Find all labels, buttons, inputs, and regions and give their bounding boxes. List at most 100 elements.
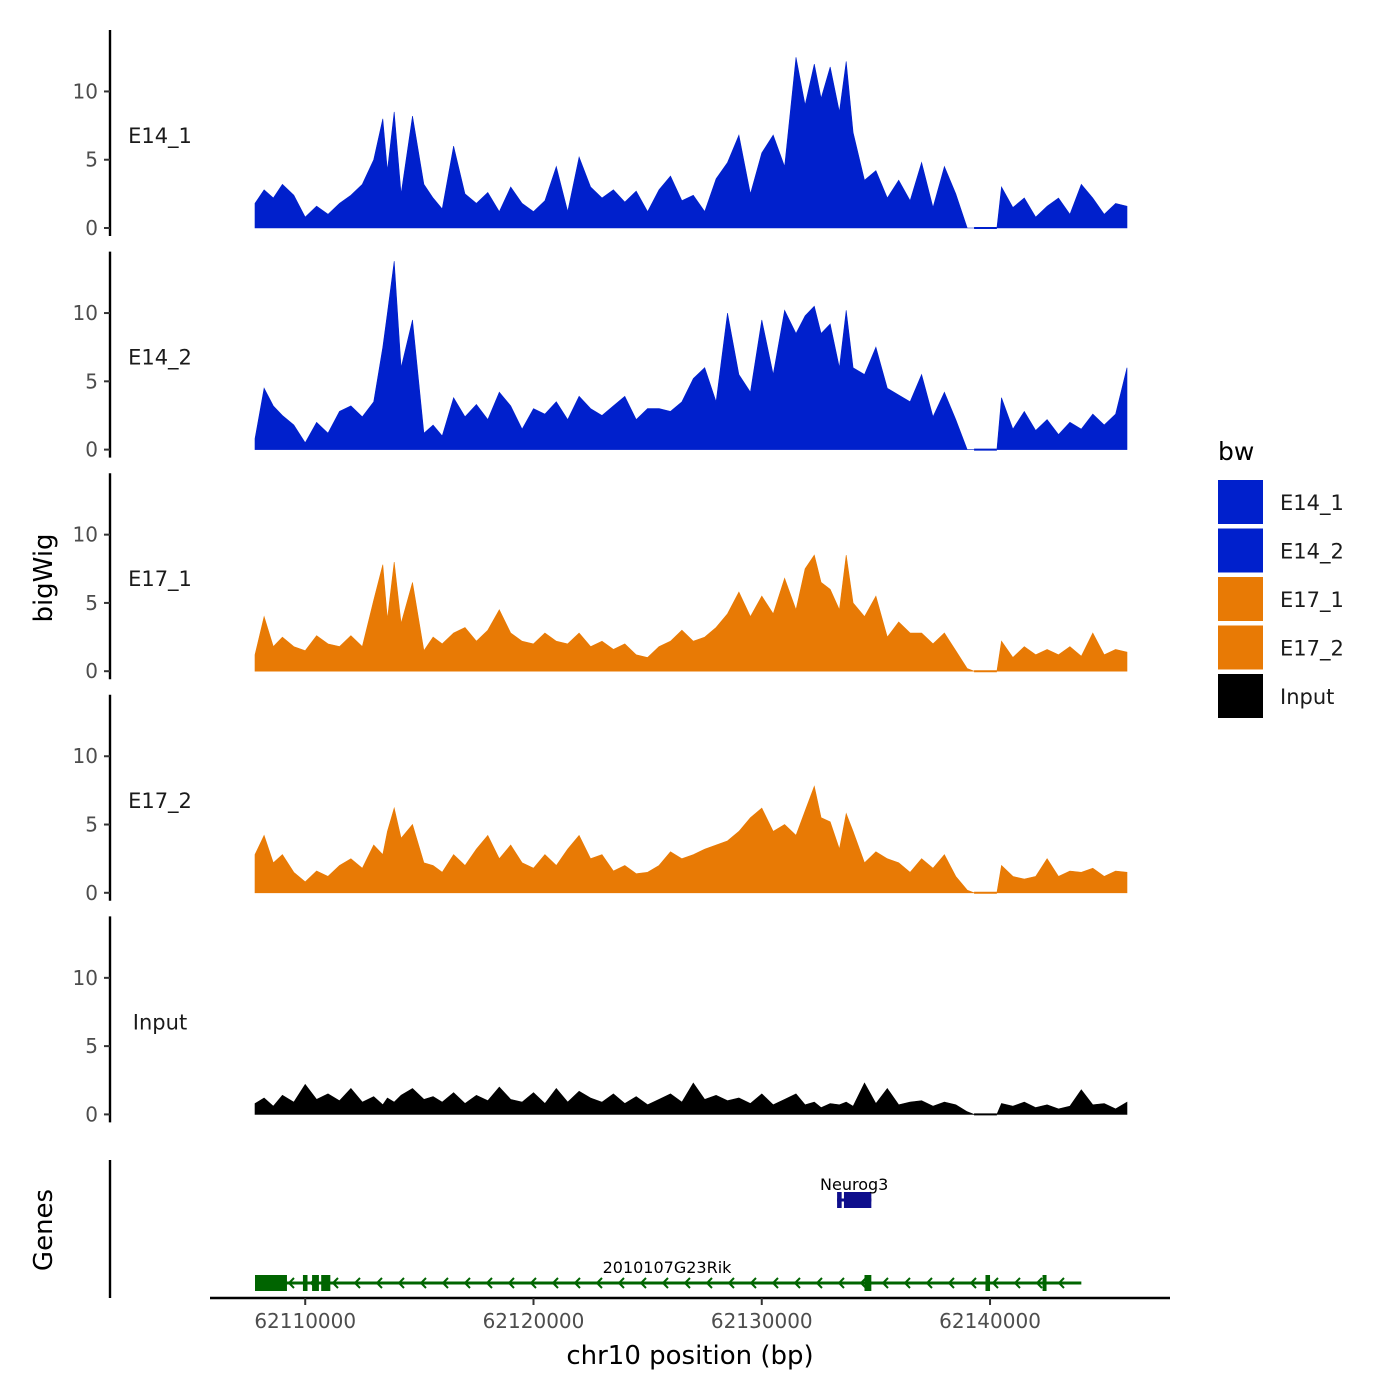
track-e14-1: 0 5 10 E14_1 xyxy=(73,30,1128,240)
strand-arrow xyxy=(375,1277,383,1289)
y-tick-label: 5 xyxy=(85,369,98,393)
gene-exon xyxy=(255,1275,287,1291)
legend-label: Input xyxy=(1280,685,1334,709)
y-tick-label: 10 xyxy=(73,523,98,547)
strand-arrow xyxy=(947,1277,955,1289)
strand-arrow xyxy=(507,1277,515,1289)
y-tick-label: 10 xyxy=(73,79,98,103)
gene-exon xyxy=(312,1275,319,1291)
strand-arrow xyxy=(529,1277,537,1289)
track-label: E14_2 xyxy=(128,346,192,371)
legend-label: E17_2 xyxy=(1280,637,1344,662)
legend-swatch xyxy=(1218,480,1263,524)
strand-arrow xyxy=(617,1277,625,1289)
strand-arrow xyxy=(925,1277,933,1289)
strand-arrow xyxy=(903,1277,911,1289)
strand-arrow xyxy=(1035,1277,1043,1289)
strand-arrow xyxy=(595,1277,603,1289)
legend: E14_1 E14_2 E17_1 E17_2 Input xyxy=(1218,480,1344,718)
legend-label: E17_1 xyxy=(1280,588,1344,613)
y-tick-label: 0 xyxy=(85,438,98,462)
coverage-area-segment xyxy=(996,1089,1128,1115)
y-tick-label: 10 xyxy=(73,301,98,325)
x-axis: 62110000 62120000 62130000 62140000 xyxy=(210,1296,1170,1333)
strand-arrow xyxy=(639,1277,647,1289)
strand-arrow xyxy=(793,1277,801,1289)
strand-arrow xyxy=(749,1277,757,1289)
strand-arrow xyxy=(463,1277,471,1289)
legend-item: E14_1 xyxy=(1218,480,1344,524)
track-label: E17_1 xyxy=(128,567,192,592)
strand-arrow xyxy=(551,1277,559,1289)
coverage-area-segment xyxy=(996,183,1128,229)
y-tick-label: 10 xyxy=(73,744,98,768)
track-label: Input xyxy=(133,1010,187,1034)
x-tick-label: 62130000 xyxy=(711,1309,813,1333)
gene-annotation-panel: Neurog3 2010107G23Rik xyxy=(108,1160,1082,1298)
track-label: E17_2 xyxy=(128,789,192,814)
strand-arrow xyxy=(683,1277,691,1289)
strand-arrow xyxy=(991,1277,999,1289)
strand-arrow xyxy=(287,1277,295,1289)
gene-exon xyxy=(843,1192,872,1208)
gene-name-label: Neurog3 xyxy=(820,1175,888,1194)
strand-arrow xyxy=(1013,1277,1021,1289)
gene-exon xyxy=(985,1275,991,1291)
gene-exon xyxy=(864,1275,872,1291)
x-tick-label: 62140000 xyxy=(939,1309,1041,1333)
coverage-area-segment xyxy=(254,785,975,894)
strand-arrow xyxy=(419,1277,427,1289)
legend-swatch xyxy=(1218,528,1263,573)
legend-item: E17_1 xyxy=(1218,577,1344,621)
legend-swatch xyxy=(1218,674,1263,718)
y-tick-label: 5 xyxy=(85,591,98,615)
y-tick-label: 0 xyxy=(85,1102,98,1126)
y-tick-label: 5 xyxy=(85,1034,98,1058)
strand-arrow xyxy=(815,1277,823,1289)
track-label: E14_1 xyxy=(128,124,192,149)
gene-name-label: 2010107G23Rik xyxy=(603,1258,733,1277)
coverage-area-segment xyxy=(996,858,1128,894)
x-tick-label: 62120000 xyxy=(483,1309,585,1333)
coverage-area-segment xyxy=(996,367,1128,450)
x-tick-label: 62110000 xyxy=(254,1309,356,1333)
coverage-area-segment xyxy=(254,57,975,229)
strand-arrow xyxy=(705,1277,713,1289)
strand-arrow xyxy=(727,1277,735,1289)
coverage-area-segment xyxy=(254,261,975,450)
legend-label: E14_1 xyxy=(1280,491,1344,516)
track-e17-2: 0 5 10 E17_2 xyxy=(73,694,1128,905)
strand-arrow xyxy=(397,1277,405,1289)
strand-arrow xyxy=(485,1277,493,1289)
strand-arrow xyxy=(353,1277,361,1289)
strand-arrow xyxy=(331,1277,339,1289)
gene-neurog3: Neurog3 xyxy=(820,1175,888,1208)
legend-swatch xyxy=(1218,577,1263,621)
legend-label: E14_2 xyxy=(1280,540,1344,565)
y-tick-label: 0 xyxy=(85,659,98,683)
gene-exon xyxy=(1042,1275,1047,1291)
strand-arrow xyxy=(1057,1277,1065,1289)
legend-item: E14_2 xyxy=(1218,528,1344,573)
strand-arrow xyxy=(837,1277,845,1289)
y-tick-label: 5 xyxy=(85,813,98,837)
coverage-area-segment xyxy=(254,554,975,672)
strand-arrow xyxy=(771,1277,779,1289)
legend-swatch xyxy=(1218,625,1263,670)
gene-2010107g23rik: 2010107G23Rik xyxy=(255,1258,1082,1291)
track-e17-1: 0 5 10 E17_1 xyxy=(73,473,1128,683)
coverage-tracks: 0 5 10 E14_1 0 5 10 E14_2 0 5 10 E17_1 0 5 10 E17_2 0 5 10… xyxy=(73,30,1128,1126)
strand-arrow xyxy=(661,1277,669,1289)
strand-arrow xyxy=(859,1277,867,1289)
legend-item: E17_2 xyxy=(1218,625,1344,670)
track-e14-2: 0 5 10 E14_2 xyxy=(73,251,1128,462)
strand-arrow xyxy=(881,1277,889,1289)
strand-arrow xyxy=(969,1277,977,1289)
x-axis-title: chr10 position (bp) xyxy=(566,1341,813,1371)
gene-exon xyxy=(837,1192,842,1208)
legend-item: Input xyxy=(1218,674,1334,718)
y-tick-label: 0 xyxy=(85,881,98,905)
coverage-area-segment xyxy=(254,1082,975,1115)
track-input: 0 5 10 Input xyxy=(73,916,1128,1126)
